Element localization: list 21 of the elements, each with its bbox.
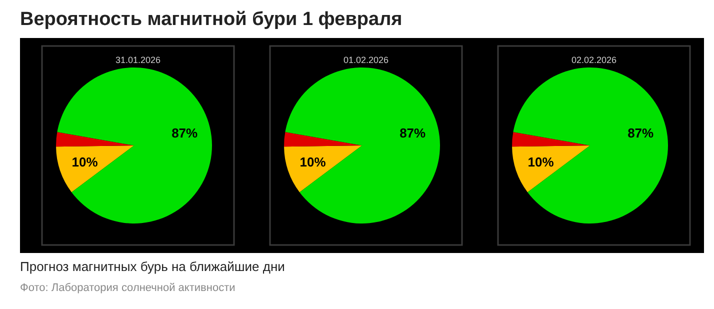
pie-slice bbox=[284, 146, 362, 192]
pie-slice bbox=[285, 68, 440, 224]
text: Прогноз магнитных бурь на ближайшие дни bbox=[20, 259, 285, 274]
chart-title: 01.02.2026 bbox=[343, 55, 389, 65]
text: Фото: Лаборатория солнечной активности bbox=[20, 282, 236, 294]
pie-slice bbox=[56, 146, 134, 192]
pie-slice bbox=[56, 132, 134, 147]
chart-title: 31.01.2026 bbox=[115, 55, 161, 65]
chart-title: 02.02.2026 bbox=[571, 55, 617, 65]
pie-slice bbox=[513, 68, 668, 224]
data-label: 87% bbox=[172, 125, 198, 140]
pie-slice bbox=[284, 132, 362, 147]
data-label: 10% bbox=[300, 154, 326, 170]
pie-slice bbox=[512, 132, 590, 147]
pie-slice bbox=[57, 68, 212, 224]
data-label: 10% bbox=[72, 154, 98, 170]
data-label: 10% bbox=[528, 154, 554, 170]
pie-slice bbox=[512, 146, 590, 192]
text: Вероятность магнитной бури 1 февраля bbox=[20, 9, 402, 30]
data-label: 87% bbox=[400, 125, 426, 140]
data-label: 87% bbox=[628, 125, 654, 140]
